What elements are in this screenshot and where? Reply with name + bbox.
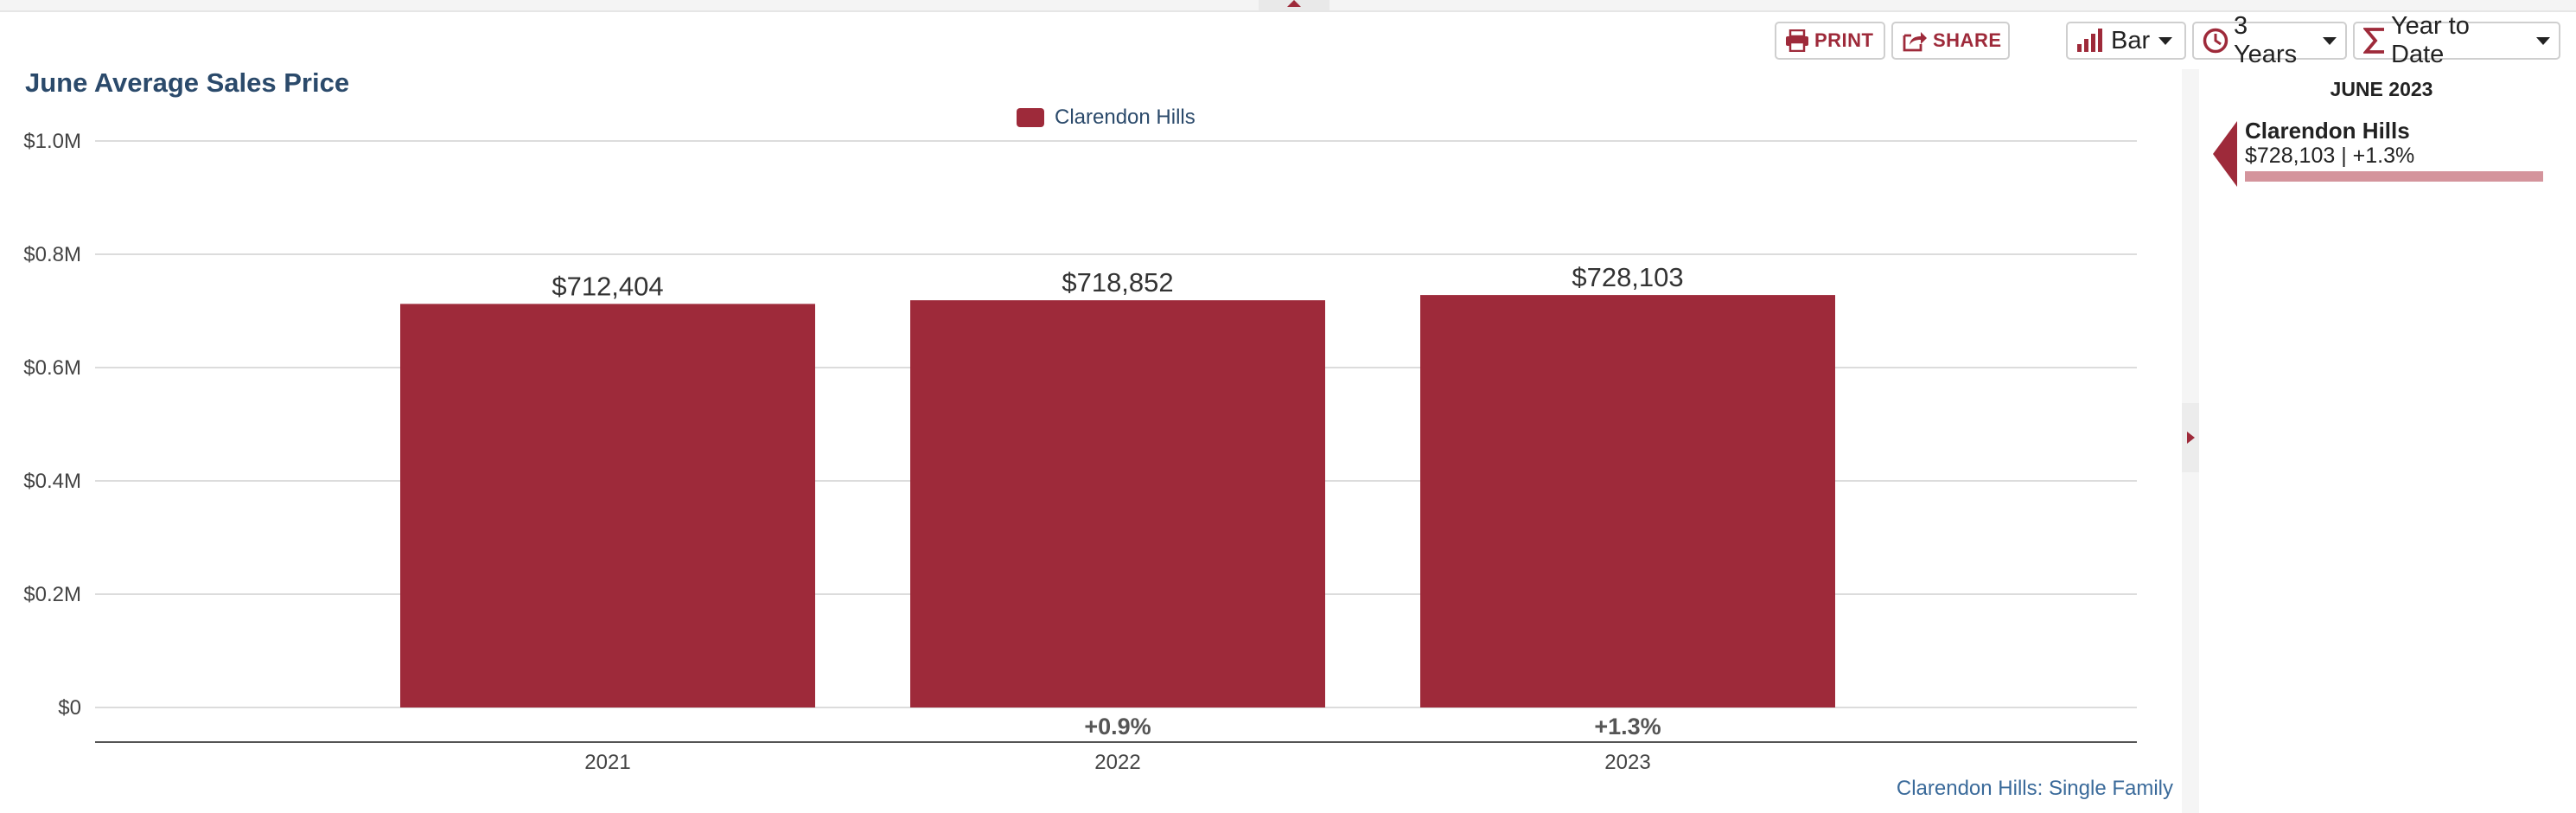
- print-label: PRINT: [1814, 29, 1874, 51]
- share-button[interactable]: SHARE: [1891, 22, 2010, 60]
- share-icon: [1903, 32, 1927, 52]
- chevron-down-icon: [2323, 36, 2337, 45]
- chart-title: June Average Sales Price: [25, 67, 350, 98]
- panel-title: JUNE 2023: [2330, 78, 2433, 100]
- legend-swatch: [1017, 108, 1044, 127]
- y-tick-label: $0.6M: [23, 356, 81, 380]
- panel-series-bar: [2245, 171, 2543, 182]
- y-tick-label: $0.8M: [23, 243, 81, 266]
- chevron-right-icon: [2186, 432, 2195, 444]
- chart-type-dropdown[interactable]: Bar: [2066, 22, 2186, 60]
- panel-toggle-handle[interactable]: [2182, 403, 2199, 472]
- period-value: 3 Years: [2234, 12, 2298, 68]
- bar-value-label: $718,852: [1062, 267, 1173, 298]
- period-dropdown[interactable]: 3 Years: [2192, 12, 2347, 68]
- collapse-tab[interactable]: [1259, 0, 1329, 10]
- chart-type-value: Bar: [2111, 26, 2151, 54]
- panel-series-value: $728,103 | +1.3%: [2245, 144, 2415, 168]
- legend-label: Clarendon Hills: [1055, 106, 1196, 129]
- bar-chart-icon: [2077, 29, 2102, 52]
- x-tick-label: 2023: [1604, 751, 1650, 774]
- bar-change-label: +0.9%: [1084, 714, 1151, 739]
- x-tick-label: 2021: [584, 751, 630, 774]
- bar-chart: $0 $0.2M $0.4M $0.6M $0.8M $1.0M $712,404 2021 $…: [23, 130, 2137, 774]
- share-label: SHARE: [1933, 29, 2002, 51]
- bar-2021: [400, 304, 815, 707]
- aggregate-value: Year to Date: [2391, 12, 2470, 68]
- panel-pointer: [2213, 121, 2237, 187]
- bar-value-label: $728,103: [1572, 262, 1683, 292]
- sigma-icon: [2363, 28, 2384, 54]
- print-button[interactable]: PRINT: [1775, 22, 1885, 60]
- printer-icon: [1786, 29, 1808, 52]
- legend[interactable]: Clarendon Hills: [1017, 106, 1196, 130]
- clock-icon: [2203, 28, 2228, 54]
- bar-value-label: $712,404: [552, 271, 663, 301]
- aggregate-dropdown[interactable]: Year to Date: [2353, 12, 2560, 68]
- panel-series-name: Clarendon Hills: [2245, 118, 2410, 144]
- y-tick-label: $0.2M: [23, 583, 81, 606]
- x-tick-label: 2022: [1094, 751, 1140, 774]
- y-tick-label: $0: [58, 696, 81, 720]
- y-tick-label: $1.0M: [23, 130, 81, 153]
- chevron-down-icon: [2536, 36, 2550, 45]
- data-source-link[interactable]: Clarendon Hills: Single Family: [1896, 777, 2173, 800]
- bar-2023: [1420, 295, 1835, 707]
- y-tick-label: $0.4M: [23, 470, 81, 493]
- chevron-down-icon: [2158, 36, 2173, 45]
- bar-2022: [910, 300, 1325, 707]
- bar-change-label: +1.3%: [1594, 714, 1661, 739]
